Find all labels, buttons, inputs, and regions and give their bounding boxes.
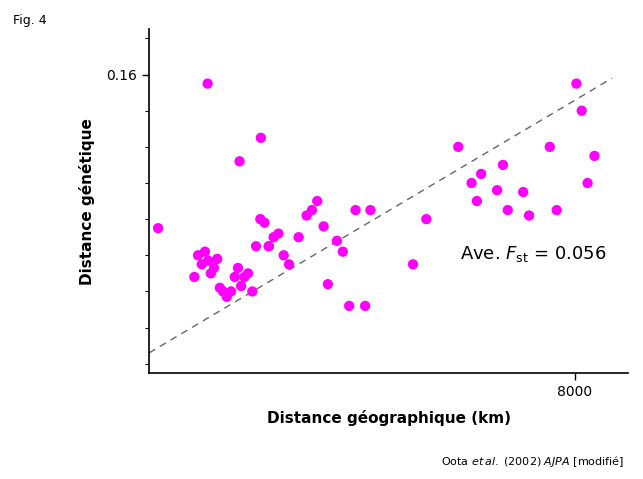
- Point: [222, 293, 232, 301]
- Point: [344, 302, 354, 310]
- Point: [302, 212, 312, 219]
- Point: [153, 224, 163, 232]
- Point: [577, 107, 587, 114]
- Point: [209, 264, 219, 272]
- Point: [323, 280, 333, 288]
- Point: [255, 215, 266, 223]
- Point: [243, 270, 253, 277]
- Point: [476, 170, 486, 178]
- Point: [218, 287, 228, 295]
- Point: [545, 143, 555, 151]
- Point: [472, 197, 482, 205]
- Point: [583, 179, 593, 187]
- Point: [492, 186, 502, 194]
- Point: [203, 80, 213, 88]
- Y-axis label: Distance génétique: Distance génétique: [79, 118, 95, 285]
- Point: [365, 206, 376, 214]
- X-axis label: Distance géographique (km): Distance géographique (km): [267, 410, 511, 426]
- Point: [197, 261, 207, 268]
- Point: [236, 282, 246, 290]
- Point: [503, 206, 513, 214]
- Point: [212, 255, 222, 263]
- Point: [230, 273, 240, 281]
- Point: [247, 287, 257, 295]
- Point: [256, 134, 266, 142]
- Point: [278, 251, 289, 259]
- Point: [421, 215, 431, 223]
- Point: [269, 233, 279, 241]
- Point: [189, 273, 199, 281]
- Point: [206, 270, 216, 277]
- Point: [235, 158, 245, 165]
- Point: [498, 161, 508, 169]
- Point: [251, 242, 261, 250]
- Point: [318, 223, 329, 230]
- Point: [360, 302, 370, 310]
- Point: [284, 261, 294, 268]
- Point: [338, 248, 348, 255]
- Point: [571, 80, 581, 88]
- Point: [264, 242, 274, 250]
- Point: [590, 152, 600, 160]
- Point: [193, 251, 203, 259]
- Point: [226, 287, 236, 295]
- Point: [203, 257, 213, 264]
- Point: [408, 261, 418, 268]
- Point: [264, 242, 274, 250]
- Text: Oota $\it{et\/al.}$ (2002) $\it{AJPA}$ [modifié]: Oota $\it{et\/al.}$ (2002) $\it{AJPA}$ […: [440, 455, 624, 469]
- Point: [453, 143, 464, 151]
- Text: Fig. 4: Fig. 4: [13, 14, 46, 27]
- Point: [518, 188, 529, 196]
- Point: [466, 179, 476, 187]
- Point: [239, 273, 249, 281]
- Point: [332, 237, 342, 245]
- Point: [293, 233, 303, 241]
- Point: [312, 197, 322, 205]
- Point: [273, 230, 284, 238]
- Point: [524, 212, 534, 219]
- Point: [200, 248, 210, 255]
- Point: [350, 206, 361, 214]
- Text: Ave. $F_{\mathrm{st}}$ = 0.056: Ave. $F_{\mathrm{st}}$ = 0.056: [460, 244, 607, 264]
- Point: [259, 219, 269, 227]
- Point: [552, 206, 562, 214]
- Point: [307, 206, 317, 214]
- Point: [233, 264, 243, 272]
- Point: [215, 284, 225, 292]
